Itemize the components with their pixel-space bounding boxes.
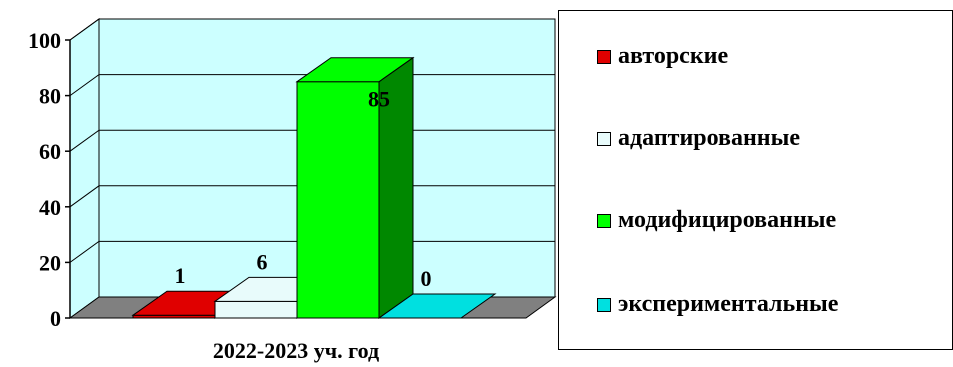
bar-top — [295, 57, 415, 83]
legend-item-modificirovannye: модифицированные — [597, 207, 836, 234]
legend-label: экспериментальные — [618, 291, 839, 317]
data-labels: 1 6 85 0 — [175, 87, 432, 291]
data-label: 6 — [257, 249, 268, 274]
bar-top — [377, 293, 497, 319]
legend-label: авторские — [618, 43, 729, 69]
y-tick-label: 0 — [50, 306, 61, 331]
legend-label: модифицированные — [618, 207, 837, 233]
side-wall — [69, 18, 100, 319]
legend-swatch — [597, 49, 611, 64]
legend-swatch — [597, 131, 611, 146]
legend-swatch — [597, 297, 611, 312]
y-tick-label: 100 — [28, 28, 61, 53]
bars — [131, 56, 497, 319]
y-tick-label: 80 — [39, 84, 61, 109]
legend-item-eksperimentalnye: экспериментальные — [597, 291, 838, 318]
category-label: 2022-2023 уч. год — [213, 338, 379, 363]
bar-front — [214, 300, 298, 319]
data-label: 1 — [175, 263, 186, 288]
gridline — [69, 18, 555, 41]
y-tick-label: 40 — [39, 195, 61, 220]
legend-swatch — [597, 213, 611, 228]
legend-label: адаптированные — [618, 125, 801, 151]
bar-front — [296, 81, 380, 319]
bar — [377, 293, 497, 319]
bar-chart: 0 20 40 60 80 100 1 6 85 0 2022-2023 уч. год — [28, 18, 557, 363]
y-tick-label: 20 — [39, 250, 61, 275]
legend-item-avtorskie: авторские — [597, 43, 728, 70]
legend: авторские адаптированные модифицированны… — [558, 10, 953, 350]
y-axis: 0 20 40 60 80 100 — [28, 28, 71, 331]
data-label: 0 — [421, 266, 432, 291]
bar — [295, 56, 415, 319]
legend-item-adaptirovannye: адаптированные — [597, 125, 800, 152]
y-tick-label: 60 — [39, 139, 61, 164]
data-label: 85 — [368, 87, 390, 112]
